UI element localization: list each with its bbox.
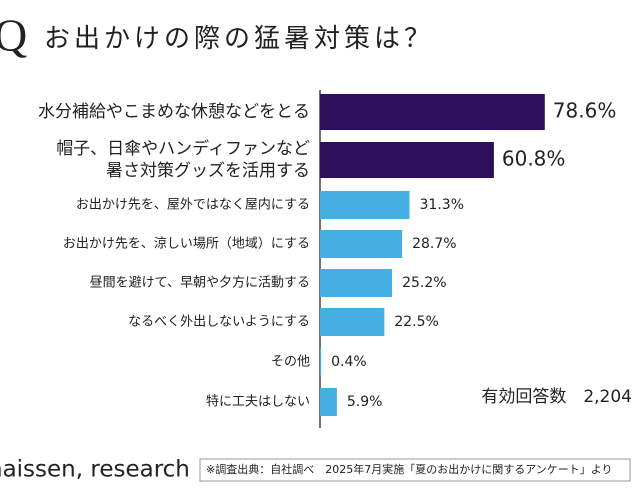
value-label: 5.9% xyxy=(347,394,383,410)
bar xyxy=(320,348,322,376)
bar xyxy=(320,230,403,258)
bar xyxy=(320,94,545,130)
value-label: 25.2% xyxy=(402,275,446,291)
category-label: 昼間を避けて、早朝や夕方に活動する xyxy=(90,275,310,291)
source-note: ※調査出典：自社調べ 2025年7月実施「夏のお出かけに関するアンケート」より xyxy=(206,462,613,476)
category-label: その他 xyxy=(271,355,310,370)
category-label: お出かけ先を、涼しい場所（地域）にする xyxy=(63,237,310,252)
category-label: なるべく外出しないようにする xyxy=(128,315,310,330)
bar xyxy=(320,308,385,336)
category-label: 帽子、日傘やハンディファンなど xyxy=(56,138,310,159)
value-label: 22.5% xyxy=(394,314,438,330)
chart-title: お出かけの際の猛暑対策は？ xyxy=(44,24,434,54)
source-box xyxy=(199,458,631,482)
value-label: 28.7% xyxy=(412,236,456,252)
logo: naissen, research xyxy=(0,457,190,483)
bar xyxy=(320,388,337,416)
bar xyxy=(320,191,410,219)
bar xyxy=(320,142,494,178)
annotation: 有効回答数 2,204 xyxy=(481,387,632,407)
category-label: お出かけ先を、屋外ではなく屋内にする xyxy=(76,197,310,213)
value-label: 78.6% xyxy=(553,99,617,123)
value-label: 31.3% xyxy=(420,197,464,213)
category-label: 暑さ対策グッズを活用する xyxy=(106,161,310,181)
title-mark: Q xyxy=(0,10,27,61)
category-label: 水分補給やこまめな休憩などをとる xyxy=(38,102,310,122)
value-label: 0.4% xyxy=(331,354,367,370)
bar xyxy=(320,269,393,297)
value-label: 60.8% xyxy=(502,147,566,171)
category-label: 特に工夫はしない xyxy=(206,395,310,410)
